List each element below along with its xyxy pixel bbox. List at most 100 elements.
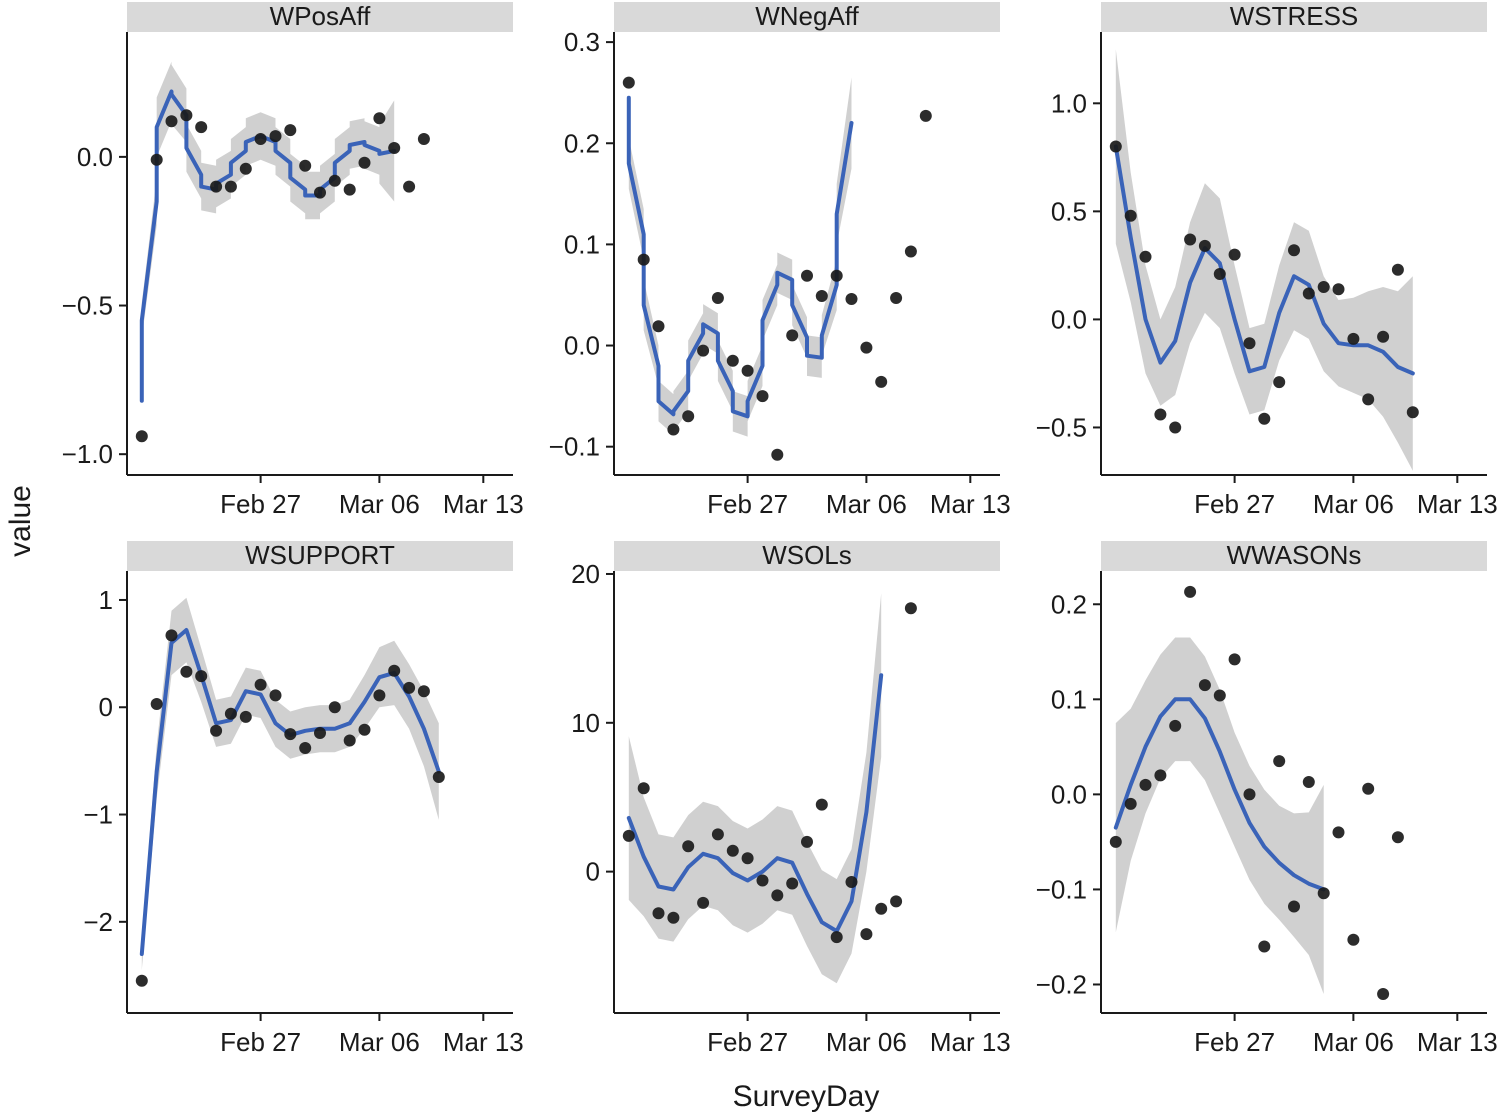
- panel-wwasons: WWASONs 0.2 0.1 0.0 −0.1 −0.2 Feb 27 Mar 06 Mar …: [1036, 540, 1498, 1057]
- data-point: [195, 670, 208, 683]
- confidence-band: [628, 593, 882, 984]
- y-tick-label: −0.2: [1036, 969, 1087, 999]
- data-point: [284, 728, 297, 741]
- data-point: [358, 156, 371, 169]
- data-point: [697, 896, 710, 909]
- x-tick-label: Mar 06: [339, 489, 420, 519]
- y-tick-label: −0.5: [62, 291, 113, 321]
- data-point: [224, 707, 237, 720]
- data-point: [1332, 283, 1345, 296]
- data-point: [299, 159, 312, 172]
- strip-label: WPosAff: [270, 1, 371, 31]
- x-tick-label: Feb 27: [707, 1027, 788, 1057]
- data-point: [697, 344, 710, 357]
- data-point: [919, 109, 932, 122]
- data-point: [637, 253, 650, 266]
- smooth-line: [139, 89, 397, 403]
- data-point: [741, 364, 754, 377]
- data-point: [1154, 408, 1167, 421]
- data-point: [1184, 585, 1197, 598]
- confidence-band: [1115, 49, 1413, 471]
- data-point: [1109, 835, 1122, 848]
- data-point: [373, 112, 386, 125]
- data-point: [1228, 653, 1241, 666]
- data-point: [771, 889, 784, 902]
- confidence-band: [1115, 637, 1324, 994]
- data-point: [135, 974, 148, 987]
- data-point: [210, 724, 223, 737]
- data-point: [711, 292, 724, 304]
- data-point: [1332, 826, 1345, 839]
- data-point: [328, 701, 341, 714]
- data-point: [1184, 233, 1197, 246]
- data-point: [1377, 330, 1390, 343]
- data-point: [1124, 797, 1137, 810]
- x-tick-label: Mar 06: [339, 1027, 420, 1057]
- data-point: [622, 76, 635, 89]
- data-point: [239, 162, 252, 175]
- data-point: [1273, 376, 1286, 389]
- data-point: [269, 689, 282, 702]
- data-point: [711, 828, 724, 841]
- smooth-line: [1113, 697, 1326, 892]
- data-point: [150, 698, 163, 710]
- data-point: [845, 876, 858, 888]
- data-point: [150, 153, 163, 166]
- panel-wposaff: WPosAff 0.0 −0.5 −1.0 Feb 27 Mar 06 Mar 13: [62, 1, 524, 519]
- data-point: [1139, 250, 1152, 263]
- data-point: [904, 602, 917, 615]
- y-tick-label: 0: [99, 692, 113, 722]
- data-point: [314, 186, 326, 199]
- data-point: [1273, 755, 1286, 768]
- data-point: [269, 130, 282, 143]
- x-tick-label: Feb 27: [220, 489, 301, 519]
- strip-label: WWASONs: [1227, 540, 1362, 570]
- data-point: [786, 877, 799, 890]
- data-point: [254, 678, 267, 691]
- strip-background: [1101, 541, 1487, 571]
- data-point: [771, 448, 784, 461]
- data-point: [801, 269, 813, 282]
- data-point: [1258, 412, 1271, 425]
- data-point: [741, 852, 754, 865]
- data-point: [1213, 689, 1226, 702]
- data-point: [637, 782, 650, 795]
- data-point: [667, 911, 680, 924]
- smooth-line: [626, 95, 854, 419]
- y-tick-label: 0.3: [564, 27, 600, 57]
- data-point: [756, 874, 769, 887]
- data-point: [239, 710, 252, 723]
- panel-wstress: WSTRESS 1.0 0.5 0.0 −0.5 Feb 27 Mar 06 Mar 13: [1036, 1, 1498, 519]
- confidence-band: [141, 597, 439, 971]
- data-point: [180, 109, 193, 122]
- data-point: [667, 423, 680, 436]
- data-point: [1362, 782, 1375, 795]
- y-tick-label: 0.0: [1051, 779, 1087, 809]
- y-tick-label: 0.1: [564, 229, 600, 259]
- x-tick-label: Feb 27: [1194, 1027, 1275, 1057]
- strip-label: WSUPPORT: [245, 540, 395, 570]
- data-point: [756, 390, 769, 403]
- data-point: [786, 329, 799, 342]
- y-tick-label: 1: [99, 585, 113, 615]
- data-point: [1362, 393, 1375, 406]
- data-point: [284, 124, 297, 137]
- data-point: [815, 290, 828, 302]
- data-point: [815, 798, 828, 811]
- data-point: [388, 664, 401, 677]
- strip-label: WSOLs: [762, 540, 852, 570]
- data-point: [622, 829, 635, 842]
- y-tick-label: 0: [586, 857, 600, 887]
- data-point: [1243, 337, 1256, 350]
- y-tick-label: 1.0: [1051, 88, 1087, 118]
- data-point: [890, 292, 903, 304]
- smooth-line: [1113, 144, 1415, 376]
- data-point: [180, 665, 193, 678]
- data-point: [801, 835, 813, 848]
- data-point: [890, 895, 903, 908]
- data-point: [358, 723, 371, 736]
- data-point: [1406, 406, 1419, 419]
- data-point: [373, 689, 386, 702]
- x-tick-label: Mar 13: [930, 489, 1011, 519]
